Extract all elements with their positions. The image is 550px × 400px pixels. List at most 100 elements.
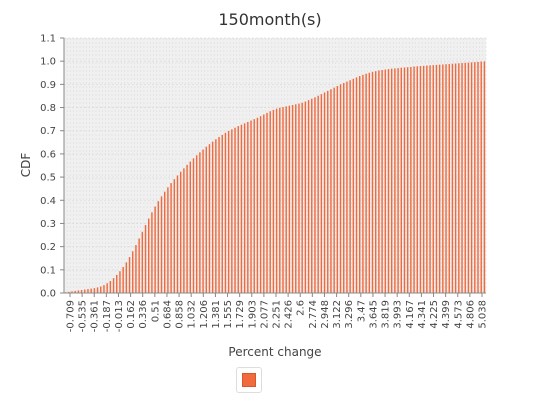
y-tick-label: 0.0: [40, 289, 56, 300]
x-axis-label: Percent change: [228, 345, 321, 359]
x-tick-label: -0.709: [66, 300, 77, 332]
x-tick-label: 1.555: [223, 300, 234, 329]
bar: [298, 103, 300, 293]
x-tick-label: -0.187: [102, 300, 113, 332]
bar: [112, 278, 115, 293]
bar: [231, 129, 233, 293]
bar: [116, 274, 118, 293]
x-tick-label: 1.903: [247, 300, 258, 329]
bar: [282, 107, 284, 293]
bar: [426, 65, 428, 293]
bar: [288, 105, 291, 293]
x-tick-labels: -0.709 -0.535 -0.361 -0.187 -0.013 0.162 0.336…: [66, 300, 489, 332]
bar: [438, 64, 441, 293]
bar: [211, 141, 214, 293]
bar: [84, 289, 86, 293]
bar: [384, 69, 387, 293]
bar: [323, 92, 326, 293]
chart-title: 150month(s): [218, 10, 321, 29]
x-tick-label: 3.819: [381, 300, 392, 329]
bar: [352, 78, 355, 293]
bar: [68, 291, 70, 293]
bar: [189, 161, 191, 293]
bar: [71, 291, 73, 293]
x-tick-label: 3.296: [344, 300, 355, 329]
bar: [275, 108, 278, 293]
y-tick-label: 0.7: [40, 126, 56, 137]
bar: [477, 61, 479, 293]
bar: [250, 120, 252, 293]
bar: [119, 271, 121, 293]
bar: [365, 73, 367, 293]
bar: [317, 95, 319, 293]
bar: [336, 85, 339, 294]
bar: [406, 67, 409, 294]
y-tick-label: 0.2: [40, 242, 56, 253]
bar: [355, 77, 358, 293]
bar: [413, 66, 415, 293]
bar: [243, 123, 246, 293]
bar: [179, 171, 182, 293]
x-tick-label: 3.122: [332, 300, 343, 329]
y-tick-label: 0.1: [40, 265, 56, 276]
bar: [451, 63, 454, 294]
bar: [291, 105, 294, 293]
bar: [416, 66, 418, 293]
bar: [256, 117, 259, 293]
bar: [301, 102, 303, 294]
bar: [128, 257, 131, 293]
bar: [199, 152, 201, 293]
bar: [272, 109, 275, 293]
y-tick-label: 0.9: [40, 80, 56, 91]
x-tick-label: -0.361: [90, 300, 101, 332]
y-tick-labels: 0.0 0.1 0.2 0.3 0.4 0.5 0.6 0.7 0.8 0.9 1.0 1.1: [40, 34, 56, 300]
bar: [122, 267, 124, 293]
bar: [192, 158, 195, 293]
bar: [160, 196, 163, 293]
bar: [467, 62, 470, 293]
bar: [381, 69, 383, 294]
x-tick-label: 1.032: [187, 300, 198, 329]
x-tick-label: 0.336: [138, 300, 149, 329]
bar: [263, 114, 265, 293]
bar: [464, 62, 466, 293]
x-tick-label: 1.729: [235, 300, 246, 329]
bar: [394, 68, 396, 294]
bar: [419, 66, 422, 293]
legend-swatch: [242, 373, 256, 387]
x-tick-label: 0.858: [175, 300, 186, 329]
bar: [432, 65, 434, 294]
x-tick-label: 2.948: [320, 300, 331, 329]
x-tick-label: 2.251: [272, 300, 283, 329]
bars: [64, 61, 486, 294]
bar: [176, 175, 179, 293]
x-tick-label: 4.399: [441, 300, 452, 329]
bar: [445, 64, 447, 293]
x-tick-label: 4.341: [417, 300, 428, 329]
bar: [371, 71, 374, 293]
bar: [151, 212, 153, 293]
x-tick-label: 2.426: [284, 300, 295, 329]
bar: [96, 287, 99, 293]
legend[interactable]: [236, 367, 262, 393]
grid: [63, 37, 487, 294]
bar: [349, 80, 351, 293]
x-tick-label: 4.225: [429, 300, 440, 329]
y-tick-label: 1.1: [40, 34, 56, 45]
bar: [195, 155, 198, 293]
bar: [163, 191, 166, 293]
x-tick-label: 2.774: [308, 300, 319, 329]
bar: [167, 187, 169, 293]
bar: [103, 285, 105, 293]
bar: [186, 164, 188, 293]
x-tick-label: 4.806: [465, 300, 476, 329]
bar: [215, 139, 217, 293]
bar: [269, 111, 271, 293]
y-tick-label: 0.3: [40, 219, 56, 230]
bar: [234, 127, 236, 294]
bar: [410, 66, 412, 293]
y-tick-label: 1.0: [40, 57, 56, 68]
bar: [253, 119, 255, 293]
bar: [429, 65, 431, 293]
